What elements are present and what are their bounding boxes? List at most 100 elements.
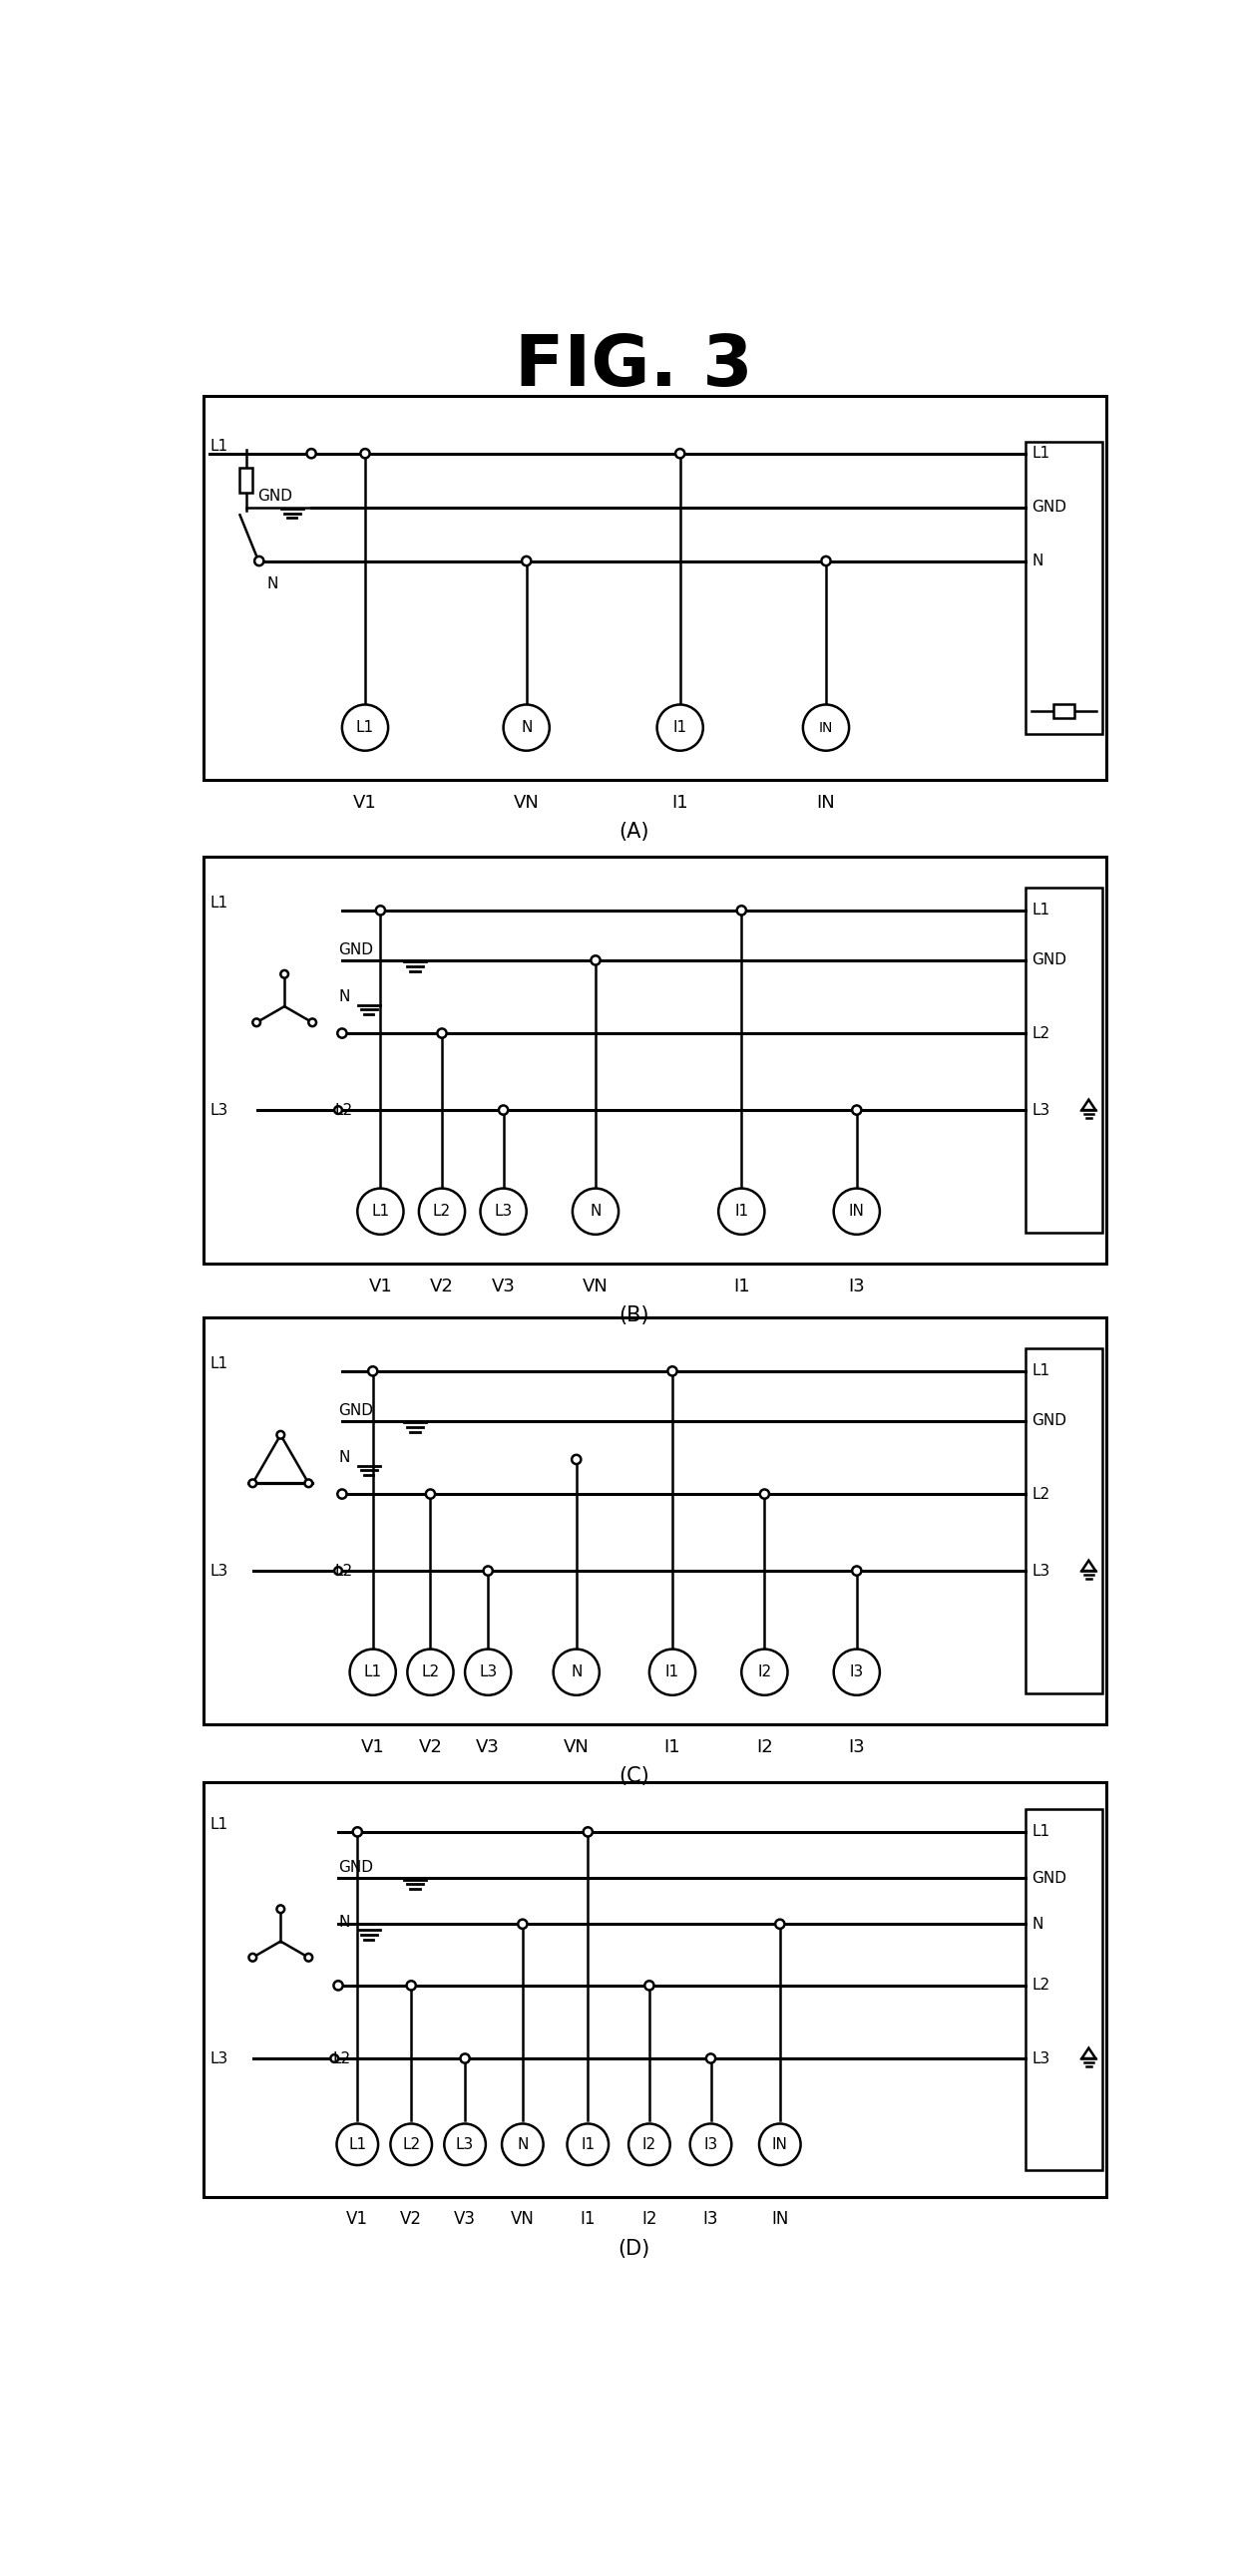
Text: VN: VN [513,793,539,811]
Text: N: N [267,577,278,592]
Text: I1: I1 [672,793,688,811]
Text: N: N [1032,554,1043,569]
Text: V1: V1 [369,1278,392,1296]
Text: I3: I3 [849,1278,865,1296]
Text: L1: L1 [210,1355,228,1370]
Text: V3: V3 [476,1739,500,1757]
Circle shape [304,1953,313,1960]
Text: L3: L3 [495,1203,512,1218]
Circle shape [852,1105,861,1115]
Text: V1: V1 [361,1739,385,1757]
Circle shape [338,1489,346,1499]
Circle shape [255,556,263,567]
Circle shape [668,1365,677,1376]
Bar [204,1316,1106,1723]
Circle shape [252,1018,260,1025]
Text: N: N [521,721,532,734]
Text: L1: L1 [349,2138,366,2151]
Text: GND: GND [1032,1414,1066,1430]
Text: L3: L3 [210,1103,228,1118]
Circle shape [277,1432,285,1440]
Text: I3: I3 [850,1664,863,1680]
Text: L3: L3 [1032,1564,1050,1579]
Bar [240,469,252,492]
Circle shape [584,1826,593,1837]
Circle shape [338,1028,346,1038]
Text: I2: I2 [756,1739,773,1757]
Circle shape [369,1365,377,1376]
Text: I1: I1 [735,1203,748,1218]
Text: L1: L1 [210,896,228,909]
Text: L3: L3 [210,2050,228,2066]
Bar [204,1783,1106,2197]
Text: V2: V2 [401,2210,422,2228]
Text: L2: L2 [402,2138,421,2151]
Circle shape [334,1566,343,1574]
Circle shape [360,448,370,459]
Circle shape [334,1981,343,1991]
Text: L1: L1 [1032,904,1050,917]
Text: V2: V2 [430,1278,454,1296]
Bar [1025,443,1102,734]
Circle shape [407,1981,416,1991]
Circle shape [304,1479,313,1486]
Text: V2: V2 [418,1739,443,1757]
Text: I2: I2 [642,2138,657,2151]
Circle shape [737,907,746,914]
Text: I1: I1 [734,1278,750,1296]
Circle shape [522,556,531,567]
Text: V3: V3 [454,2210,476,2228]
Text: L3: L3 [210,1564,228,1579]
Text: L1: L1 [1032,1363,1050,1378]
Bar [1025,886,1102,1234]
Text: I1: I1 [580,2210,595,2228]
Text: (D): (D) [617,2239,651,2259]
Circle shape [330,2056,338,2063]
Text: IN: IN [772,2138,788,2151]
Circle shape [353,1826,362,1837]
Circle shape [760,1489,769,1499]
Text: L2: L2 [333,2050,351,2066]
Text: L1: L1 [371,1203,390,1218]
Text: V1: V1 [346,2210,369,2228]
Circle shape [675,448,684,459]
Text: L2: L2 [334,1103,353,1118]
Circle shape [776,1919,784,1929]
Text: L2: L2 [1032,1978,1050,1994]
Text: L1: L1 [210,1816,228,1832]
Text: L2: L2 [1032,1025,1050,1041]
Circle shape [281,971,288,979]
Circle shape [249,1479,256,1486]
Text: I1: I1 [673,721,687,734]
Circle shape [277,1906,285,1914]
Text: L2: L2 [433,1203,452,1218]
Text: N: N [338,1914,350,1929]
Text: GND: GND [1032,953,1066,969]
Text: I2: I2 [757,1664,772,1680]
Text: L3: L3 [1032,2050,1050,2066]
Text: (B): (B) [618,1306,649,1327]
Text: GND: GND [1032,1870,1066,1886]
Text: L1: L1 [356,721,374,734]
Text: IN: IN [816,793,835,811]
Text: L2: L2 [1032,1486,1050,1502]
Text: I3: I3 [703,2210,719,2228]
Text: IN: IN [819,721,834,734]
Circle shape [426,1489,435,1499]
Text: I1: I1 [581,2138,595,2151]
Circle shape [438,1028,447,1038]
Text: GND: GND [1032,500,1066,515]
Text: GND: GND [338,1860,374,1875]
Bar [1054,703,1075,719]
Text: I3: I3 [704,2138,717,2151]
Text: (A): (A) [618,822,649,842]
Text: L1: L1 [364,1664,382,1680]
Circle shape [376,907,385,914]
Circle shape [334,1105,343,1113]
Text: I1: I1 [666,1664,679,1680]
Circle shape [308,1018,317,1025]
Circle shape [821,556,830,567]
Text: L3: L3 [456,2138,474,2151]
Text: N: N [338,1450,350,1466]
Text: L1: L1 [1032,1824,1050,1839]
